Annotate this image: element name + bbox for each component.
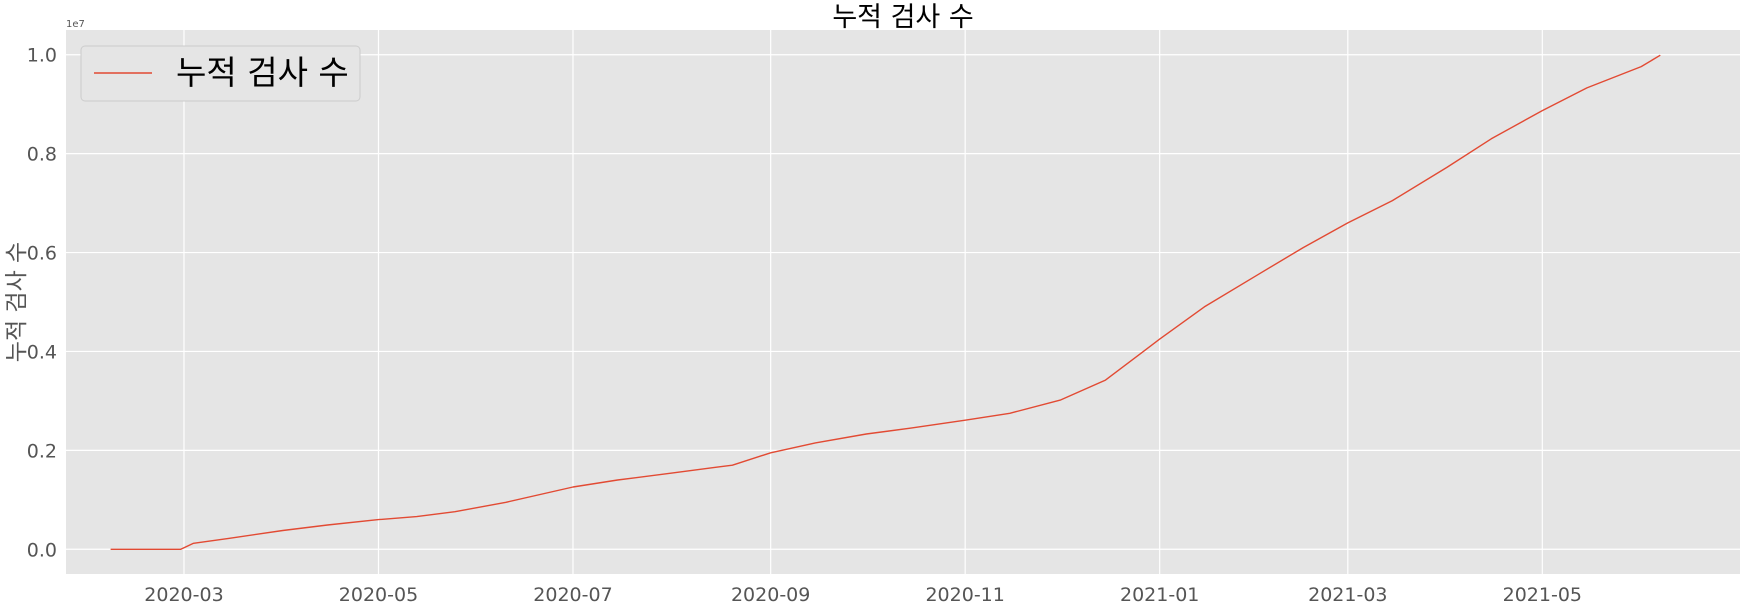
tick-labels: 0.0 0.2 0.4 0.6 0.8 1.0 2020-03 2020-05 2020-07 2… xyxy=(27,45,1582,606)
x-tick-label: 2020-05 xyxy=(339,584,418,606)
series-layer xyxy=(110,54,1661,550)
y-tick-label: 0.8 xyxy=(27,144,57,166)
legend: 누적 검사 수 xyxy=(80,45,361,102)
x-tick-label: 2020-03 xyxy=(144,584,223,606)
chart-title: 누적 검사 수 xyxy=(832,2,973,33)
legend-box xyxy=(80,45,361,102)
x-tick-label: 2021-05 xyxy=(1503,584,1582,606)
plot-area xyxy=(66,30,1740,574)
y-tick-label: 0.0 xyxy=(27,539,57,561)
y-tick-label: 1.0 xyxy=(27,45,57,67)
legend-label: 누적 검사 수 xyxy=(176,53,349,92)
x-tick-label: 2020-09 xyxy=(731,584,810,606)
x-tick-label: 2020-11 xyxy=(925,584,1004,606)
y-axis-label: 누적 검사 수 xyxy=(4,242,30,362)
x-tick-label: 2020-07 xyxy=(533,584,612,606)
y-tick-label: 0.2 xyxy=(27,440,57,462)
series-line xyxy=(110,54,1661,550)
x-tick-label: 2021-01 xyxy=(1120,584,1199,606)
y-axis-offset-label: 1e7 xyxy=(66,19,85,30)
y-tick-label: 0.4 xyxy=(27,341,57,363)
y-tick-label: 0.6 xyxy=(27,243,57,265)
x-tick-label: 2021-03 xyxy=(1308,584,1387,606)
